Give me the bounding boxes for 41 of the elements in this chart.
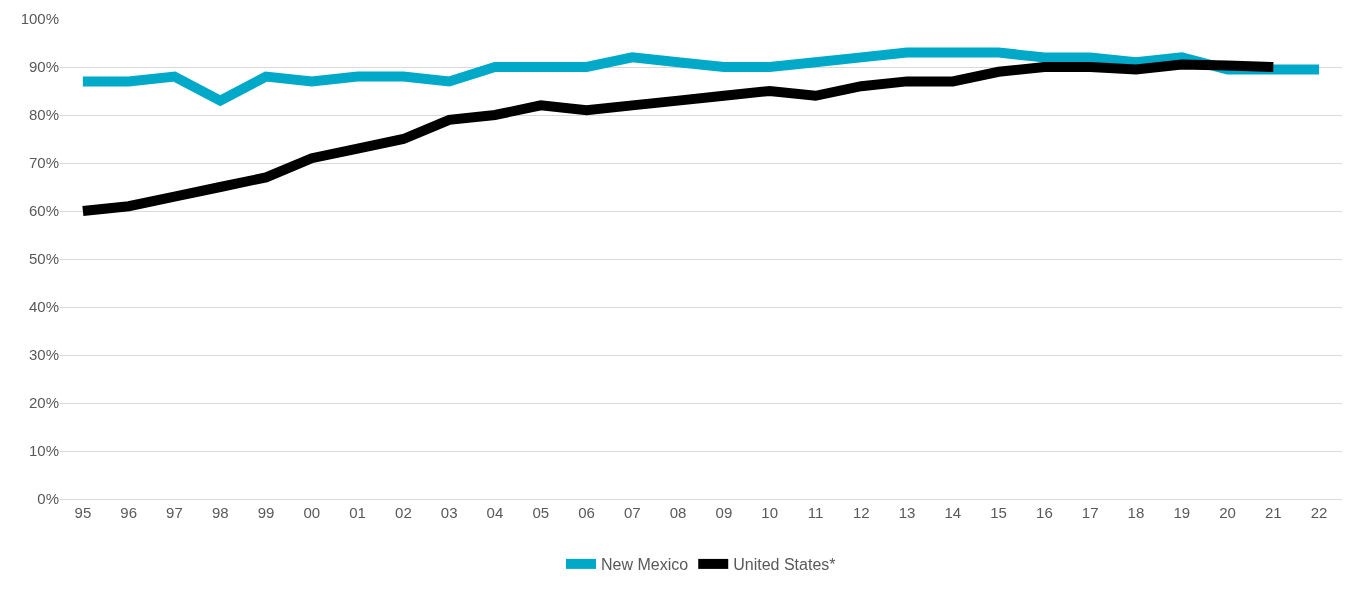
- x-tick-label: 16: [1036, 504, 1053, 521]
- y-tick-label: 30%: [28, 346, 59, 364]
- x-tick-label: 19: [1173, 504, 1191, 521]
- legend-label: New Mexico: [601, 556, 689, 574]
- x-tick-label: 18: [1127, 504, 1145, 521]
- x-tick-label: 95: [74, 504, 92, 521]
- y-tick-label: 0%: [37, 490, 59, 508]
- x-tick-label: 09: [715, 504, 733, 521]
- x-tick-label: 22: [1310, 504, 1328, 521]
- x-tick-label: 21: [1264, 504, 1282, 521]
- x-tick-label: 13: [898, 504, 916, 521]
- y-tick-label: 20%: [28, 394, 59, 412]
- x-tick-label: 00: [303, 504, 321, 521]
- x-tick-label: 11: [807, 504, 824, 521]
- y-tick-label: 10%: [28, 442, 59, 460]
- x-tick-label: 17: [1081, 504, 1099, 521]
- legend-label: United States*: [733, 556, 836, 574]
- y-tick-label: 50%: [28, 250, 59, 268]
- y-tick-label: 40%: [28, 298, 59, 316]
- x-tick-label: 97: [166, 504, 183, 521]
- x-tick-label: 98: [211, 504, 229, 521]
- y-tick-label: 70%: [28, 154, 59, 172]
- x-tick-label: 02: [395, 504, 412, 521]
- x-tick-label: 04: [486, 504, 504, 521]
- x-tick-label: 03: [440, 504, 458, 521]
- x-tick-label: 08: [669, 504, 687, 521]
- x-tick-label: 99: [257, 504, 275, 521]
- x-tick-label: 96: [120, 504, 138, 521]
- x-tick-label: 01: [349, 504, 366, 521]
- y-tick-label: 90%: [28, 58, 59, 76]
- x-tick-label: 12: [852, 504, 870, 521]
- y-tick-label: 80%: [28, 106, 59, 124]
- x-tick-label: 05: [532, 504, 550, 521]
- y-tick-label: 60%: [28, 202, 59, 220]
- x-tick-label: 14: [944, 504, 962, 521]
- x-tick-label: 07: [623, 504, 641, 521]
- x-tick-label: 06: [578, 504, 595, 521]
- x-tick-label: 15: [990, 504, 1007, 521]
- x-tick-label: 20: [1219, 504, 1236, 521]
- y-tick-label: 100%: [20, 10, 59, 28]
- x-tick-label: 10: [761, 504, 779, 521]
